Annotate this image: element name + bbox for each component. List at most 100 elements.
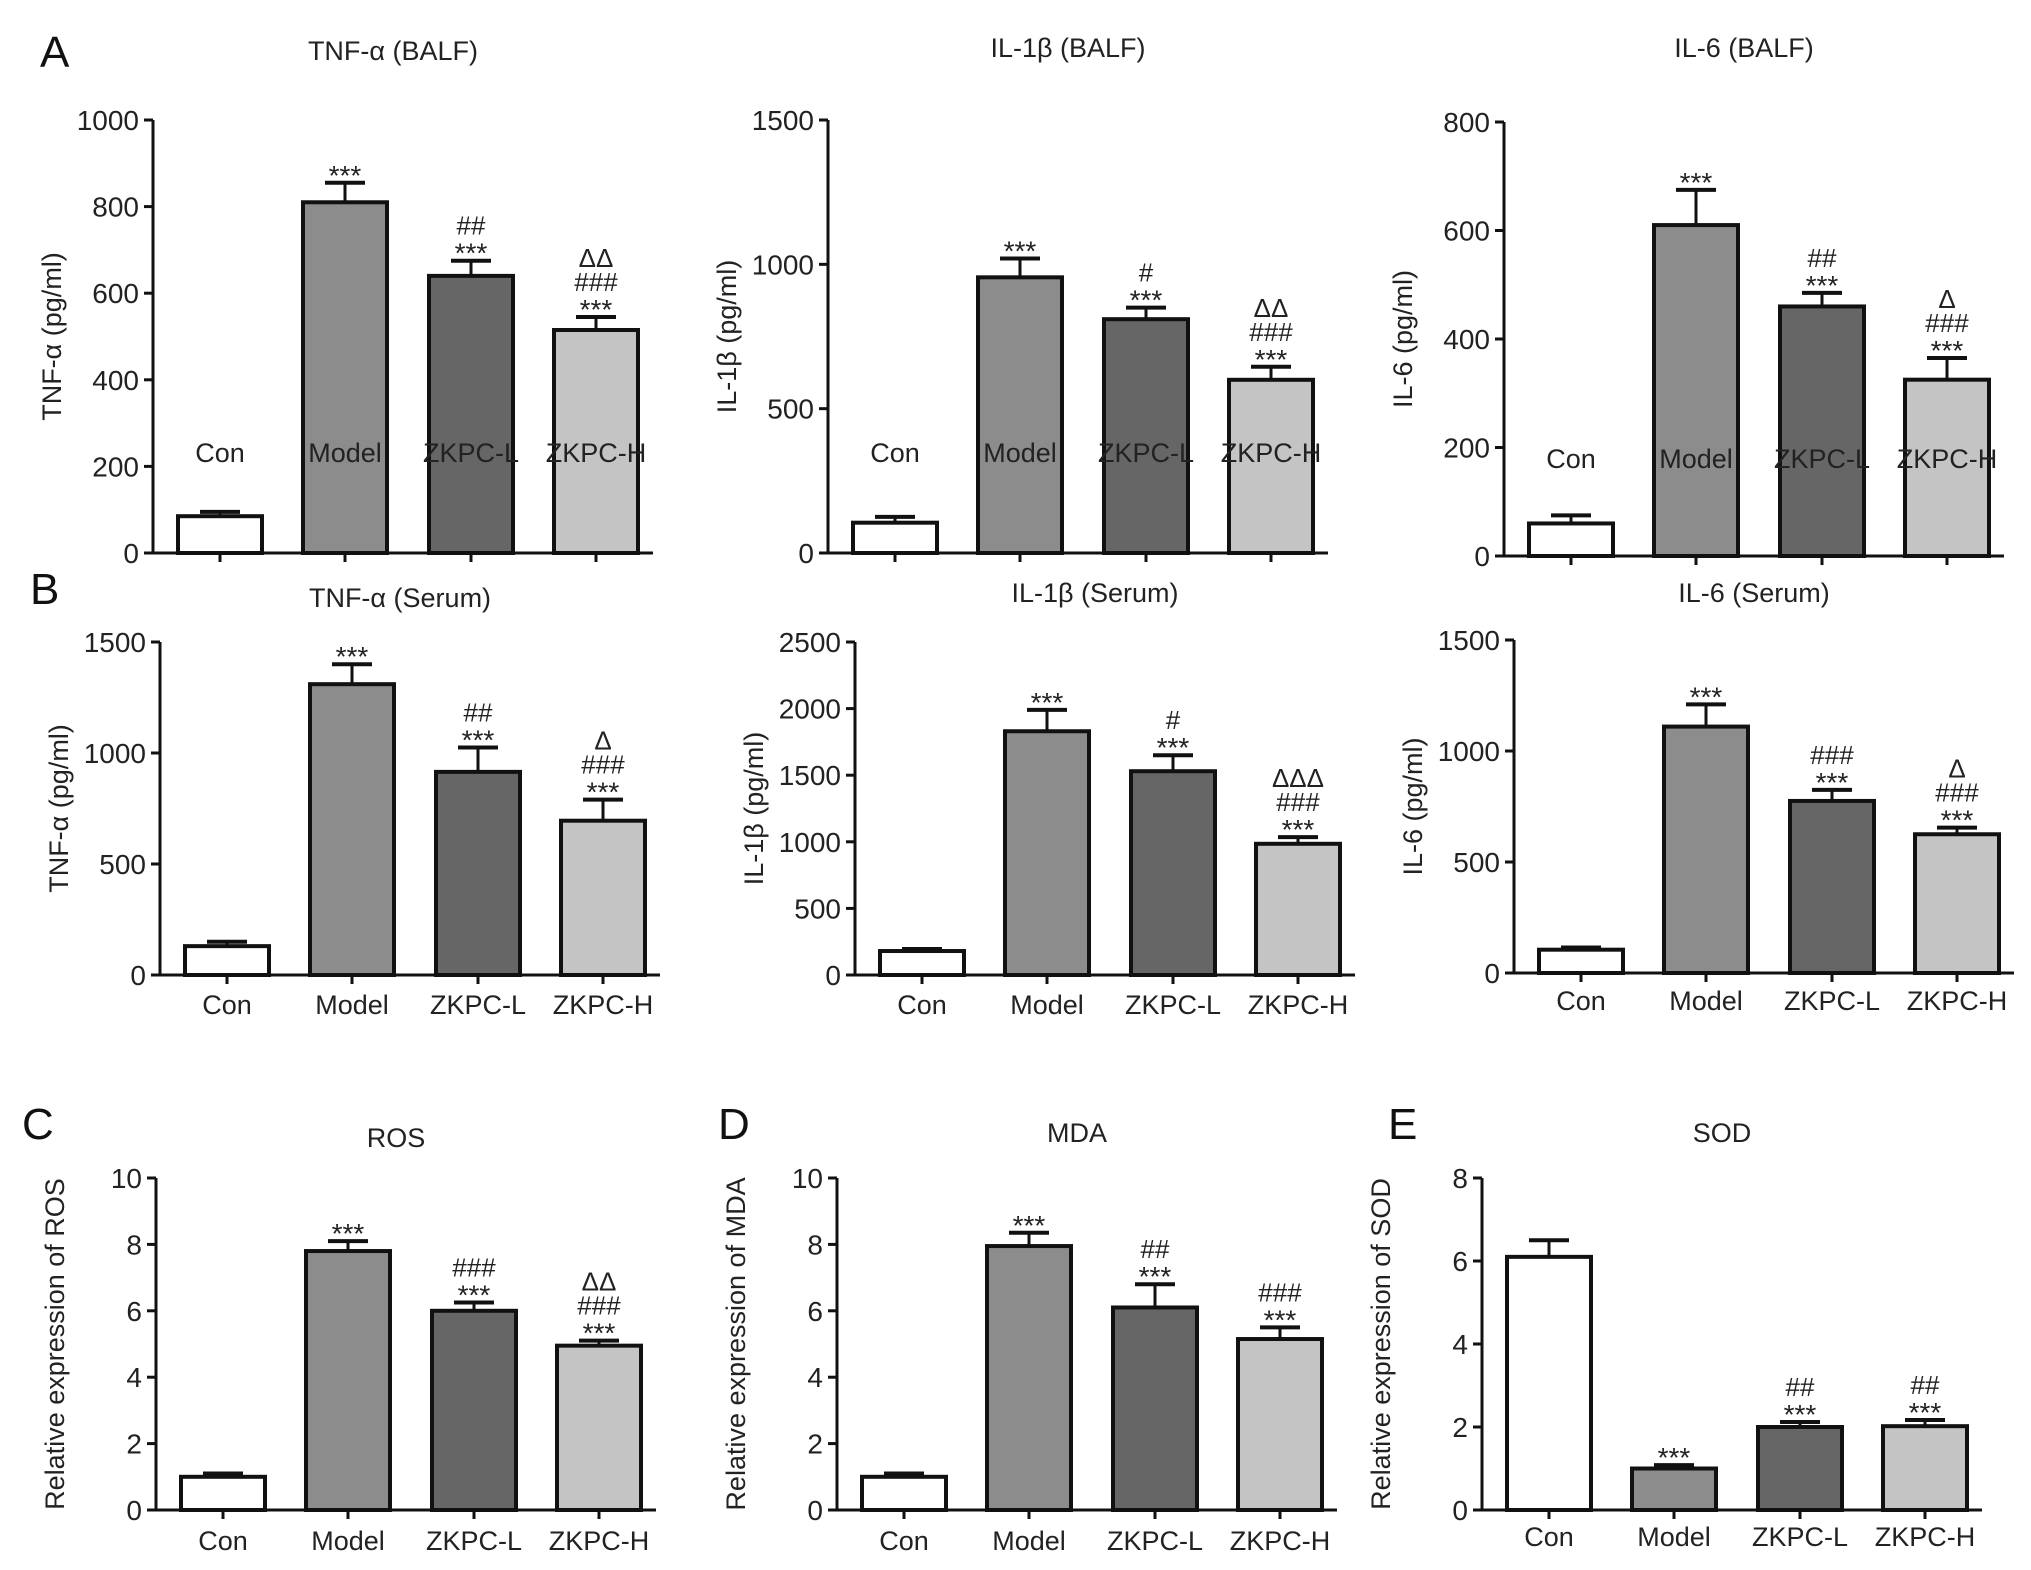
- chart-7: MDA Relative expression of MDA 0 2 4 6 8 10 Con M…: [721, 1118, 1337, 1556]
- y-tick-label: 800: [1443, 107, 1490, 138]
- significance-mark: ###: [581, 750, 625, 780]
- significance-mark: ***: [1130, 285, 1163, 316]
- y-tick-label: 4: [807, 1362, 823, 1393]
- chart-8: SOD Relative expression of SOD 0 2 4 6 8 Con Mod…: [1366, 1118, 1982, 1552]
- x-tick-label: ZKPC-L: [1125, 990, 1221, 1020]
- significance-mark: ***: [1941, 805, 1974, 836]
- significance-mark: ***: [332, 1218, 365, 1249]
- x-tick-label: ZKPC-L: [426, 1526, 522, 1556]
- bar-zkpc-l: [1129, 769, 1217, 977]
- x-tick-label: Con: [198, 1526, 248, 1556]
- significance-mark: ###: [1276, 787, 1320, 817]
- significance-mark: ***: [1816, 767, 1849, 798]
- significance-mark: ***: [1690, 681, 1723, 712]
- significance-mark: ##: [457, 211, 486, 241]
- chart-6: ROS Relative expression of ROS 0 2 4 6 8 10 Con M…: [40, 1123, 656, 1556]
- x-tick-label: ZKPC-H: [1907, 986, 2008, 1016]
- significance-mark: Δ: [1948, 754, 1965, 784]
- y-tick-label: 500: [767, 394, 814, 425]
- bar-con: [176, 514, 264, 556]
- y-tick-label: 1000: [779, 827, 841, 858]
- y-axis-label: IL-6 (pg/ml): [1398, 737, 1428, 875]
- significance-mark: ##: [1786, 1372, 1815, 1402]
- significance-mark: ***: [580, 294, 613, 325]
- significance-mark: ***: [1031, 687, 1064, 718]
- y-axis-label: Relative expression of MDA: [721, 1177, 751, 1510]
- x-tick-label: ZKPC-L: [1784, 986, 1880, 1016]
- significance-mark: ###: [574, 267, 618, 297]
- significance-mark: ###: [1258, 1277, 1302, 1307]
- x-tick-label: ZKPC-H: [553, 990, 654, 1020]
- x-tick-label: Con: [1546, 444, 1596, 474]
- panel-label-b: B: [30, 565, 60, 614]
- chart-title: TNF-α (BALF): [308, 36, 478, 66]
- significance-mark: ##: [464, 697, 493, 727]
- y-axis-label: IL-6 (pg/ml): [1388, 270, 1418, 408]
- significance-mark: ###: [1935, 778, 1979, 808]
- significance-mark: ΔΔΔ: [1272, 763, 1324, 793]
- significance-mark: ***: [458, 1280, 491, 1311]
- x-tick-label: Con: [1556, 986, 1606, 1016]
- chart-2: IL-6 (BALF) IL-6 (pg/ml) 0 200 400 600 800 Con M…: [1388, 33, 2004, 572]
- y-tick-label: 1500: [1438, 625, 1500, 656]
- x-tick-label: ZKPC-H: [1875, 1522, 1976, 1552]
- significance-mark: ***: [1784, 1399, 1817, 1430]
- chart-5: IL-6 (Serum) IL-6 (pg/ml) 0 500 1000 1500 Con M…: [1398, 578, 2014, 1016]
- significance-mark: ***: [583, 1318, 616, 1349]
- bar-model: [1652, 223, 1740, 558]
- bar-con: [878, 949, 966, 977]
- x-tick-label: ZKPC-H: [549, 1526, 650, 1556]
- x-tick-label: Con: [870, 438, 920, 468]
- significance-mark: ***: [1013, 1210, 1046, 1241]
- x-tick-label: Con: [879, 1526, 929, 1556]
- chart-1: IL-1β (BALF) IL-1β (pg/ml) 0 500 1000 1500 Con…: [712, 33, 1328, 569]
- significance-mark: ***: [1139, 1261, 1172, 1292]
- bar-model: [301, 200, 389, 556]
- y-tick-label: 4: [126, 1362, 142, 1393]
- significance-mark: ΔΔ: [582, 1267, 617, 1297]
- chart-title: TNF-α (Serum): [309, 583, 491, 613]
- significance-mark: #: [1139, 258, 1154, 288]
- x-tick-label: Model: [1669, 986, 1743, 1016]
- bar-zkpc-h: [1227, 377, 1315, 555]
- bar-con: [183, 944, 271, 978]
- significance-mark: Δ: [1938, 284, 1955, 314]
- x-tick-label: ZKPC-H: [1230, 1526, 1331, 1556]
- y-tick-label: 500: [1453, 847, 1500, 878]
- significance-mark: ***: [462, 724, 495, 755]
- y-tick-label: 0: [1484, 958, 1500, 989]
- significance-mark: ###: [577, 1291, 621, 1321]
- bar-model: [985, 1244, 1073, 1513]
- y-tick-label: 8: [126, 1229, 142, 1260]
- bar-zkpc-h: [1881, 1424, 1969, 1513]
- y-tick-label: 6: [807, 1296, 823, 1327]
- chart-title: IL-1β (BALF): [990, 33, 1145, 63]
- significance-mark: ***: [1282, 814, 1315, 845]
- y-tick-label: 0: [807, 1495, 823, 1526]
- x-tick-label: ZKPC-H: [1248, 990, 1349, 1020]
- significance-mark: #: [1166, 705, 1181, 735]
- chart-title: ROS: [367, 1123, 426, 1153]
- y-axis-label: TNF-α (pg/ml): [44, 724, 74, 893]
- y-tick-label: 10: [792, 1163, 823, 1194]
- y-tick-label: 2: [807, 1429, 823, 1460]
- significance-mark: ##: [1141, 1234, 1170, 1264]
- y-axis-label: TNF-α (pg/ml): [37, 252, 67, 421]
- bar-zkpc-h: [559, 818, 647, 978]
- significance-mark: ##: [1808, 243, 1837, 273]
- y-tick-label: 400: [92, 365, 139, 396]
- y-tick-label: 4: [1452, 1329, 1468, 1360]
- bar-zkpc-l: [1102, 317, 1190, 555]
- bar-con: [1505, 1254, 1593, 1512]
- significance-mark: ***: [336, 641, 369, 672]
- x-tick-label: Con: [1524, 1522, 1574, 1552]
- y-tick-label: 10: [111, 1163, 142, 1194]
- y-tick-label: 2000: [779, 694, 841, 725]
- significance-mark: ##: [1911, 1370, 1940, 1400]
- x-tick-label: Model: [983, 438, 1057, 468]
- y-axis-label: IL-1β (pg/ml): [739, 732, 769, 886]
- y-tick-label: 1500: [779, 760, 841, 791]
- x-tick-label: Con: [897, 990, 947, 1020]
- bar-con: [179, 1474, 267, 1513]
- bar-model: [976, 275, 1064, 555]
